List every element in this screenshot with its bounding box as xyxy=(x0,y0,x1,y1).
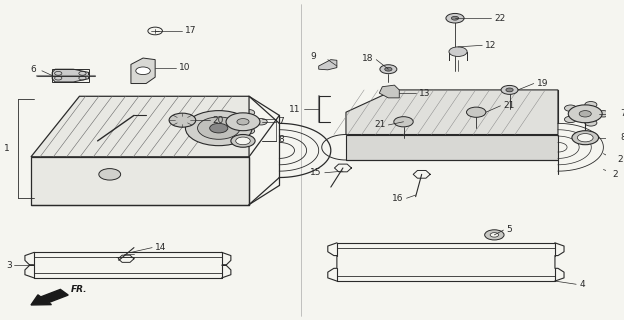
Polygon shape xyxy=(379,85,399,98)
Text: 16: 16 xyxy=(392,194,404,203)
Text: 21: 21 xyxy=(504,101,515,110)
Circle shape xyxy=(136,67,150,75)
Text: 7: 7 xyxy=(620,109,624,118)
Circle shape xyxy=(585,101,597,108)
Circle shape xyxy=(231,134,255,147)
Ellipse shape xyxy=(497,110,522,127)
Circle shape xyxy=(243,109,255,116)
Text: 7: 7 xyxy=(278,117,284,126)
Text: 21: 21 xyxy=(374,120,386,130)
Polygon shape xyxy=(52,69,89,82)
Circle shape xyxy=(243,128,255,134)
Circle shape xyxy=(585,120,597,126)
Circle shape xyxy=(446,13,464,23)
Ellipse shape xyxy=(375,113,390,124)
Text: 13: 13 xyxy=(419,89,430,98)
Text: 8: 8 xyxy=(620,133,624,142)
Text: 2: 2 xyxy=(613,170,618,179)
Text: 4: 4 xyxy=(579,280,585,289)
Polygon shape xyxy=(346,134,558,160)
Circle shape xyxy=(572,131,598,145)
Circle shape xyxy=(394,117,413,127)
Text: 10: 10 xyxy=(179,63,191,72)
Text: 12: 12 xyxy=(485,41,497,50)
Text: 19: 19 xyxy=(537,79,548,88)
Circle shape xyxy=(506,88,513,92)
Circle shape xyxy=(222,113,235,119)
Circle shape xyxy=(451,16,459,20)
Circle shape xyxy=(485,230,504,240)
Circle shape xyxy=(226,113,260,131)
Text: 17: 17 xyxy=(185,27,197,36)
Text: 1: 1 xyxy=(4,144,9,153)
Ellipse shape xyxy=(502,113,517,124)
Ellipse shape xyxy=(459,113,475,124)
Ellipse shape xyxy=(455,110,479,127)
Polygon shape xyxy=(31,157,249,204)
Circle shape xyxy=(210,123,228,133)
Circle shape xyxy=(449,47,467,56)
Circle shape xyxy=(255,119,267,125)
Text: 9: 9 xyxy=(310,52,316,61)
Polygon shape xyxy=(346,90,558,134)
Circle shape xyxy=(385,67,392,71)
Circle shape xyxy=(501,85,518,94)
Polygon shape xyxy=(31,96,249,157)
Circle shape xyxy=(237,119,249,125)
Circle shape xyxy=(568,105,602,123)
Polygon shape xyxy=(319,60,337,70)
Circle shape xyxy=(198,117,240,139)
Text: 3: 3 xyxy=(6,261,12,270)
Circle shape xyxy=(565,105,577,111)
Text: 14: 14 xyxy=(155,243,167,252)
FancyArrow shape xyxy=(31,289,68,305)
Ellipse shape xyxy=(412,110,437,127)
Text: 20: 20 xyxy=(213,116,224,125)
Ellipse shape xyxy=(370,110,394,127)
Circle shape xyxy=(236,137,250,145)
Text: 6: 6 xyxy=(30,65,36,74)
Circle shape xyxy=(490,233,499,237)
Circle shape xyxy=(169,113,196,127)
Ellipse shape xyxy=(417,113,432,124)
Circle shape xyxy=(577,133,593,142)
Circle shape xyxy=(185,111,252,146)
Circle shape xyxy=(99,169,120,180)
Circle shape xyxy=(597,111,610,117)
Text: 2: 2 xyxy=(617,156,623,164)
Circle shape xyxy=(467,107,486,117)
Text: 11: 11 xyxy=(289,105,301,114)
Text: 15: 15 xyxy=(310,168,322,177)
Circle shape xyxy=(380,65,397,74)
Text: 18: 18 xyxy=(362,53,373,62)
Text: 8: 8 xyxy=(278,135,284,144)
Text: 22: 22 xyxy=(494,14,505,23)
Text: 5: 5 xyxy=(507,225,512,234)
Circle shape xyxy=(579,111,592,117)
Text: FR.: FR. xyxy=(71,285,87,294)
Circle shape xyxy=(222,124,235,131)
Polygon shape xyxy=(131,58,155,84)
Circle shape xyxy=(565,116,577,123)
